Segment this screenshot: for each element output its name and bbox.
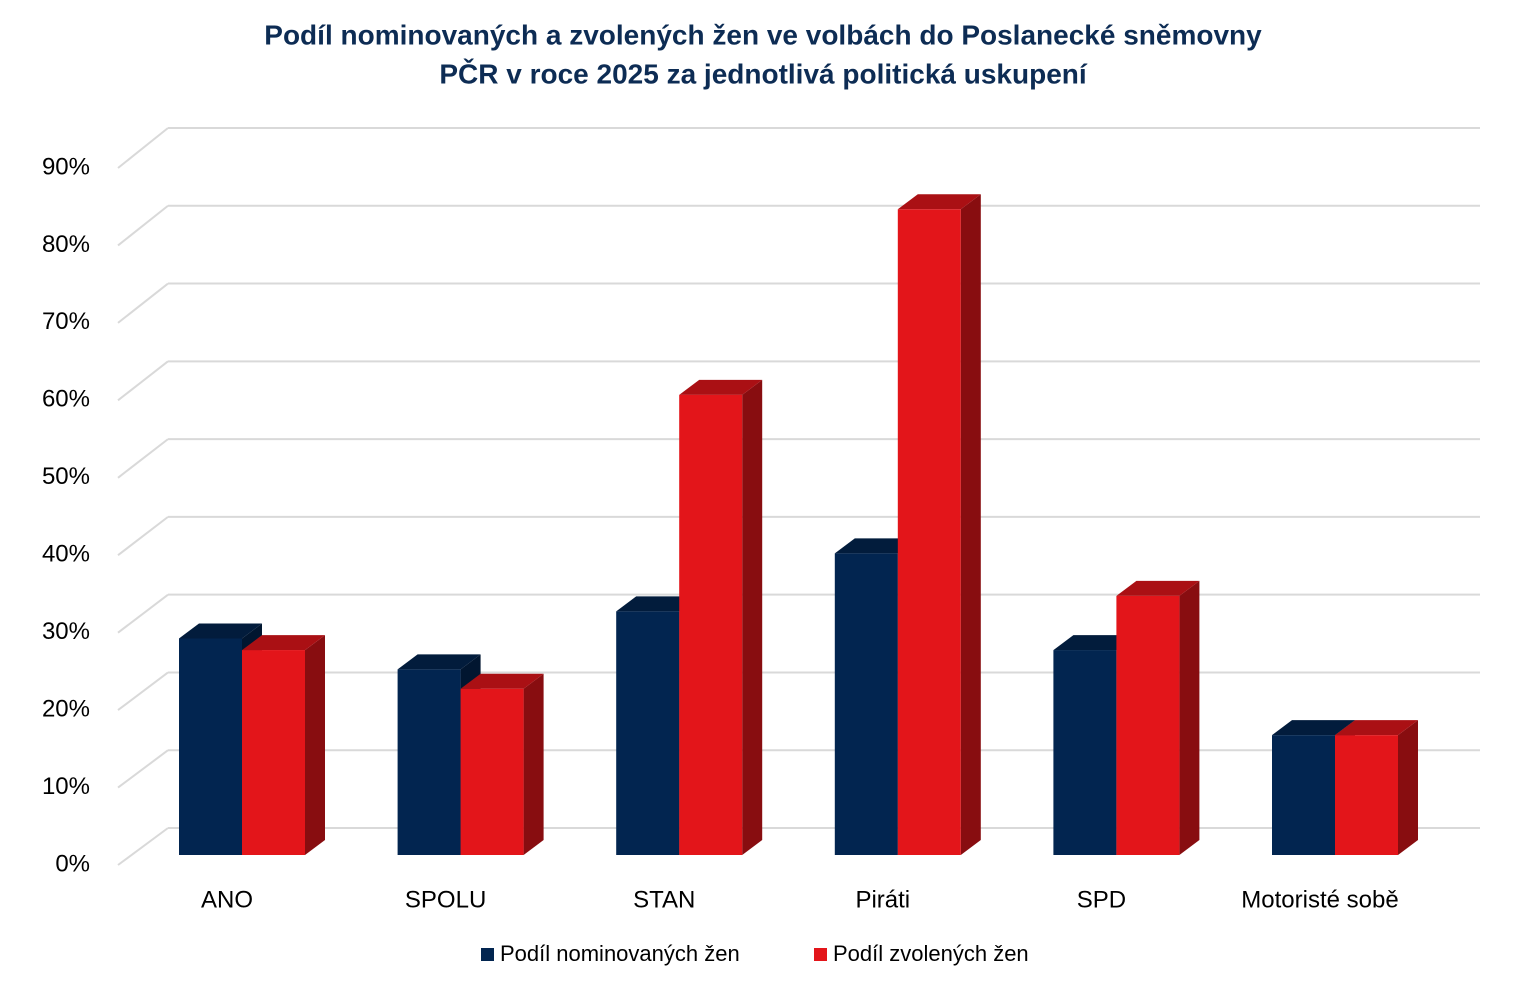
- x-tick-label: Piráti: [855, 886, 910, 913]
- bar: [460, 688, 524, 855]
- bar-top: [1116, 580, 1200, 596]
- bar-side: [960, 194, 981, 855]
- legend-label: Podíl zvolených žen: [833, 941, 1029, 966]
- bar: [834, 553, 898, 855]
- bar-top: [397, 654, 481, 670]
- chart-title: PČR v roce 2025 za jednotlivá politická …: [439, 57, 1088, 89]
- bar: [1272, 735, 1335, 855]
- grid-line: [117, 749, 169, 789]
- x-tick-label: STAN: [633, 886, 695, 913]
- bar-top: [242, 635, 325, 651]
- y-tick-label: 90%: [42, 153, 90, 180]
- bar: [397, 669, 461, 855]
- bar-top: [179, 623, 262, 639]
- grid-line: [117, 671, 169, 711]
- x-tick-label: ANO: [201, 886, 253, 913]
- y-tick-label: 60%: [42, 386, 90, 413]
- bar-top: [616, 596, 700, 612]
- grid-line: [117, 516, 169, 557]
- x-tick-label: Motoristé sobě: [1241, 886, 1398, 913]
- bar-top: [1335, 720, 1418, 736]
- bar: [1116, 595, 1180, 855]
- bar-top: [1053, 635, 1137, 651]
- grid-line: [117, 827, 169, 866]
- bar: [242, 650, 305, 855]
- bar-top: [460, 673, 544, 689]
- y-tick-label: 40%: [42, 541, 90, 568]
- bar-side: [305, 635, 325, 855]
- grid-line: [117, 438, 169, 479]
- grid-line: [117, 127, 169, 169]
- bar: [679, 394, 743, 855]
- grid-line: [117, 282, 169, 324]
- y-tick-label: 0%: [55, 850, 90, 877]
- legend-swatch: [814, 948, 827, 961]
- bar: [1335, 735, 1398, 855]
- bar-side: [1179, 580, 1200, 855]
- y-tick-label: 50%: [42, 463, 90, 490]
- grid-line: [117, 204, 169, 247]
- bar-side: [742, 379, 763, 855]
- y-tick-label: 70%: [42, 308, 90, 335]
- bar-side: [523, 673, 544, 855]
- bar: [1053, 650, 1117, 855]
- chart-title: Podíl nominovaných a zvolených žen ve vo…: [264, 19, 1262, 50]
- y-tick-label: 80%: [42, 231, 90, 258]
- bar: [616, 611, 680, 855]
- y-tick-label: 10%: [42, 773, 90, 800]
- bar-side: [1398, 720, 1418, 855]
- bar-top: [1272, 720, 1355, 736]
- bar: [897, 209, 961, 855]
- grid-line: [117, 360, 169, 402]
- bar-top: [679, 379, 763, 395]
- legend-swatch: [481, 948, 494, 961]
- grid-line: [117, 593, 169, 634]
- x-tick-label: SPOLU: [405, 886, 486, 913]
- bar-top: [834, 538, 918, 554]
- y-tick-label: 20%: [42, 695, 90, 722]
- y-tick-label: 30%: [42, 618, 90, 645]
- bar-top: [897, 194, 981, 210]
- legend-label: Podíl nominovaných žen: [500, 941, 740, 966]
- x-tick-label: SPD: [1077, 886, 1126, 913]
- bar: [179, 638, 242, 855]
